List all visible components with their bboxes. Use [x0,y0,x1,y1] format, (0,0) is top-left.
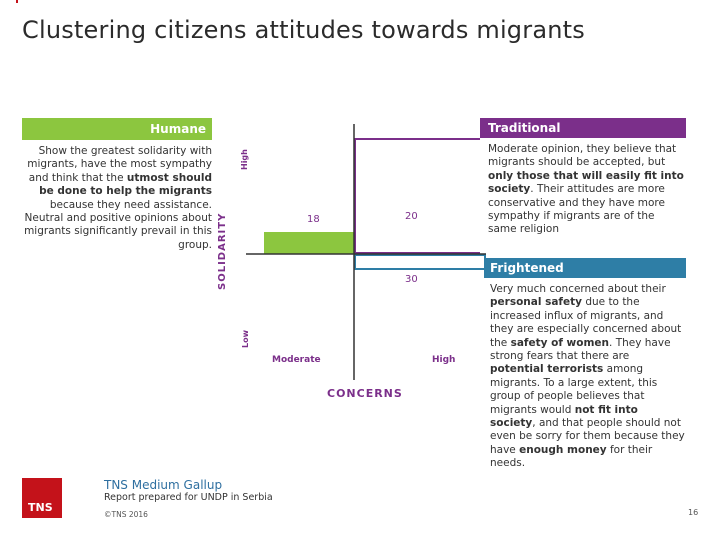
tns-logo: TNS [22,478,62,518]
x-axis-label: CONCERNS [327,387,403,400]
y-high-label: High [240,149,249,170]
y-axis-label: SOLIDARITY [217,212,228,290]
frightened-quadrant-bg [356,256,484,268]
x-high-label: High [432,355,456,365]
frightened-value: 30 [405,274,418,285]
frightened-description: Very much concerned about their personal… [490,283,685,470]
page-number: 16 [688,508,699,517]
humane-quadrant-bg [264,140,354,232]
page-title: Clustering citizens attitudes towards mi… [22,16,585,44]
frightened-header-bar: Frightened [484,258,686,278]
traditional-value: 20 [405,211,418,222]
traditional-label: Traditional [488,121,561,135]
footer-copyright: ©TNS 2016 [104,510,148,519]
humane-label: Humane [150,122,206,136]
humane-connector-box [264,232,354,254]
footer-brand: TNS Medium Gallup [104,478,223,492]
corner-mark [16,0,18,3]
humane-description: Show the greatest solidarity with migran… [24,145,212,251]
y-low-label: Low [241,330,250,348]
footer-report: Report prepared for UNDP in Serbia [104,492,273,503]
frightened-label: Frightened [490,261,564,275]
humane-value: 18 [307,214,320,225]
traditional-description: Moderate opinion, they believe that migr… [488,143,684,236]
x-moderate-label: Moderate [272,355,321,365]
humane-header-bar: Humane [22,118,212,140]
traditional-header-bar: Traditional [480,118,686,138]
traditional-quadrant-bg [356,140,480,252]
